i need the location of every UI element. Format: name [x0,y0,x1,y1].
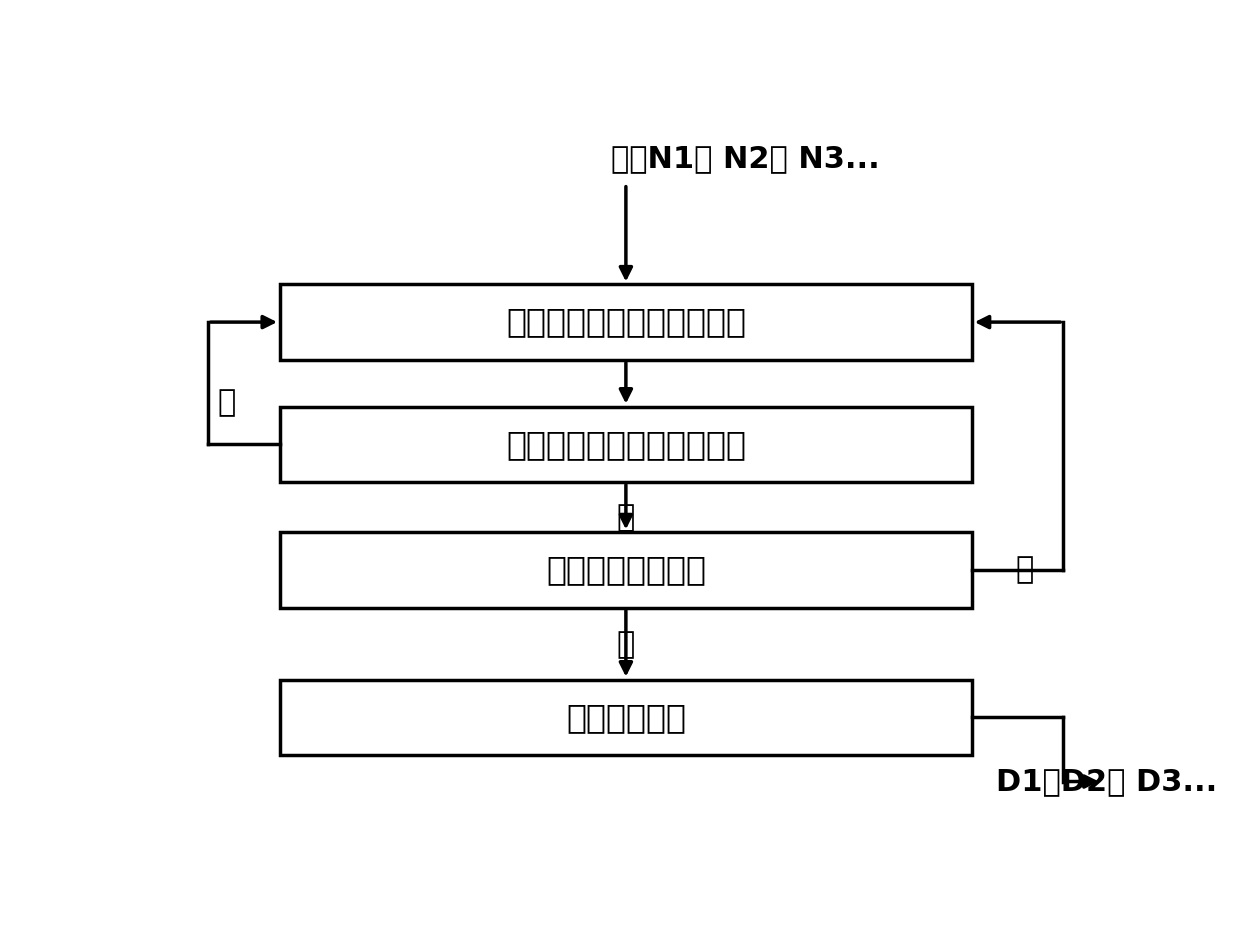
Text: 测量N1、 N2、 N3...: 测量N1、 N2、 N3... [611,145,880,174]
Text: 是: 是 [616,631,635,660]
Text: 是: 是 [616,504,635,533]
Text: 测量有效反馈单元: 测量有效反馈单元 [546,553,706,587]
Bar [280,532,972,607]
Text: 否: 否 [1016,555,1034,584]
Bar [280,679,972,755]
Text: 测量数据有效串并结构单元: 测量数据有效串并结构单元 [506,427,746,461]
Text: 测量数据输出时间排列单元: 测量数据输出时间排列单元 [506,306,746,339]
Text: 否: 否 [218,388,236,417]
Text: D1、D2、 D3...: D1、D2、 D3... [996,767,1218,796]
Bar [280,407,972,482]
Bar [280,285,972,360]
Text: 运算处理单元: 运算处理单元 [565,701,686,733]
